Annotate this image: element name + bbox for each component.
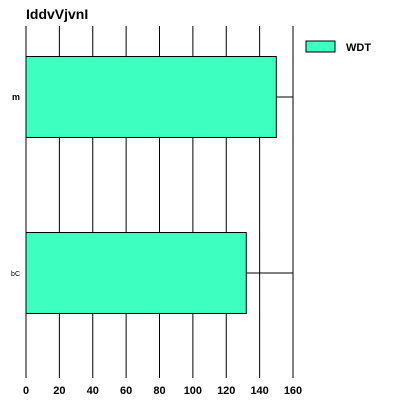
x-tick-label: 160	[284, 385, 302, 397]
x-tick-label: 60	[120, 385, 132, 397]
x-tick-label: 80	[153, 385, 165, 397]
x-tick-label: 100	[184, 385, 202, 397]
category-label: m	[12, 92, 20, 102]
x-tick-label: 20	[53, 385, 65, 397]
x-tick-label: 40	[87, 385, 99, 397]
chart-title: IddvVjvnI	[26, 6, 89, 22]
legend-swatch	[305, 40, 336, 53]
legend-label: WDT	[346, 42, 371, 54]
x-tick-label: 120	[217, 385, 235, 397]
category-label: bC	[11, 271, 20, 278]
x-tick-label: 0	[23, 385, 29, 397]
bar	[25, 232, 247, 314]
x-tick-label: 140	[250, 385, 268, 397]
bar	[25, 56, 277, 138]
